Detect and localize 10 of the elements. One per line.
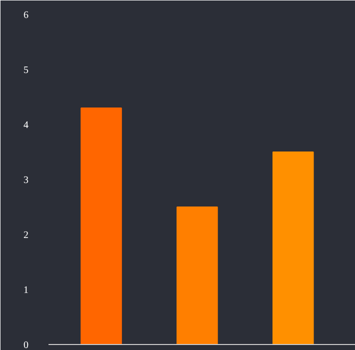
y-tick-label: 0 — [24, 340, 28, 350]
bar — [80, 108, 122, 344]
y-tick-label: 2 — [24, 230, 28, 241]
y-tick-label: 5 — [24, 65, 28, 76]
y-tick-label: 1 — [24, 285, 28, 296]
bar — [272, 152, 314, 344]
y-tick-label: 4 — [24, 120, 28, 131]
y-tick-label: 3 — [24, 175, 28, 186]
bar — [176, 206, 218, 344]
y-tick-label: 6 — [24, 10, 28, 21]
